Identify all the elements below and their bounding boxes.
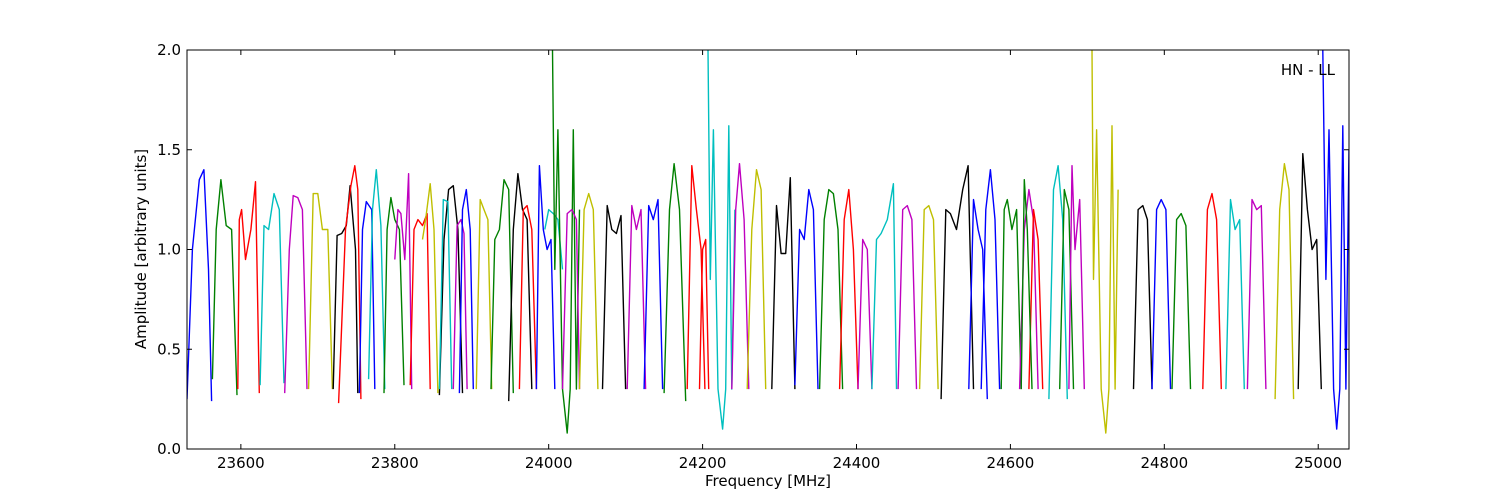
- series-line-36: [771, 176, 796, 390]
- series-line-47: [1000, 198, 1022, 390]
- series-line-42: [897, 204, 918, 390]
- series-line-7: [337, 164, 362, 404]
- series-line-29: [643, 198, 664, 390]
- x-tick-label-4: 24400: [833, 454, 881, 472]
- x-tick-label-2: 24000: [525, 454, 573, 472]
- y-tick-label-1: 0.5: [157, 340, 181, 358]
- series-line-63: [1322, 50, 1349, 430]
- series-line-54: [1091, 50, 1119, 434]
- series-line-4: [284, 194, 308, 394]
- series-line-11: [394, 172, 413, 390]
- series-line-12: [409, 212, 431, 390]
- y-axis-label: Amplitude [arbitrary units]: [132, 149, 150, 349]
- series-line-40: [857, 238, 873, 390]
- y-tick-label-2: 1.0: [157, 241, 181, 259]
- series-line-17: [458, 188, 474, 394]
- series-line-61: [1274, 162, 1295, 400]
- x-tick-label-1: 23800: [371, 454, 419, 472]
- series-line-49: [1028, 208, 1044, 390]
- x-tick-label-3: 24200: [679, 454, 727, 472]
- series-line-56: [1151, 198, 1172, 390]
- x-tick-label-0: 23600: [217, 454, 265, 472]
- series-line-18: [475, 198, 493, 390]
- series-line-59: [1225, 198, 1245, 390]
- series-line-34: [731, 162, 750, 390]
- series-line-44: [940, 164, 975, 400]
- series-line-30: [663, 162, 687, 402]
- series-line-38: [818, 188, 844, 390]
- series-line-35: [746, 168, 767, 390]
- series-line-1: [211, 178, 238, 396]
- y-tick-label-4: 2.0: [157, 41, 181, 59]
- annotation-label: HN - LL: [1281, 61, 1336, 79]
- series-line-33: [707, 50, 736, 430]
- series-line-46: [980, 168, 1001, 390]
- series-line-2: [237, 180, 260, 394]
- series-line-21: [518, 204, 538, 390]
- series-line-32: [698, 238, 710, 390]
- series-line-41: [871, 182, 898, 390]
- series-line-50: [1020, 178, 1033, 390]
- series-line-58: [1202, 192, 1222, 390]
- x-tick-label-7: 25000: [1294, 454, 1342, 472]
- series-line-55: [1132, 204, 1153, 390]
- y-tick-label-3: 1.5: [157, 141, 181, 159]
- series-line-22: [535, 164, 556, 390]
- series-line-43: [918, 204, 939, 390]
- series-line-25: [561, 208, 581, 390]
- series-line-16: [452, 218, 468, 390]
- series-line-19: [490, 178, 514, 394]
- series-line-52: [1059, 188, 1075, 390]
- series-line-27: [601, 204, 627, 390]
- series-line-57: [1171, 212, 1192, 390]
- series-line-39: [838, 188, 859, 390]
- series-layer: [187, 50, 1349, 434]
- series-line-45: [968, 198, 988, 400]
- series-line-62: [1297, 152, 1322, 390]
- series-line-8: [358, 200, 376, 394]
- series-line-9: [367, 168, 386, 390]
- y-tick-label-0: 0.0: [157, 440, 181, 458]
- series-line-51: [1048, 164, 1068, 400]
- series-line-24: [551, 50, 581, 434]
- series-line-0: [187, 168, 213, 402]
- series-line-28: [626, 204, 647, 390]
- series-line-10: [383, 196, 405, 394]
- series-line-60: [1246, 198, 1267, 390]
- series-line-13: [421, 182, 439, 394]
- series-line-26: [578, 192, 599, 390]
- series-line-3: [259, 192, 285, 386]
- ticks-layer: 23600 23800 24000 24200 24400 24600 24800 25000…: [157, 41, 1349, 472]
- series-line-31: [686, 164, 706, 390]
- series-line-37: [794, 188, 819, 390]
- x-tick-label-5: 24600: [987, 454, 1035, 472]
- series-line-53: [1068, 164, 1085, 390]
- series-line-15: [438, 198, 453, 390]
- series-line-14: [438, 184, 464, 396]
- series-line-20: [508, 172, 533, 402]
- x-axis-label: Frequency [MHz]: [705, 472, 831, 490]
- x-tick-label-6: 24800: [1140, 454, 1188, 472]
- series-line-5: [307, 192, 334, 390]
